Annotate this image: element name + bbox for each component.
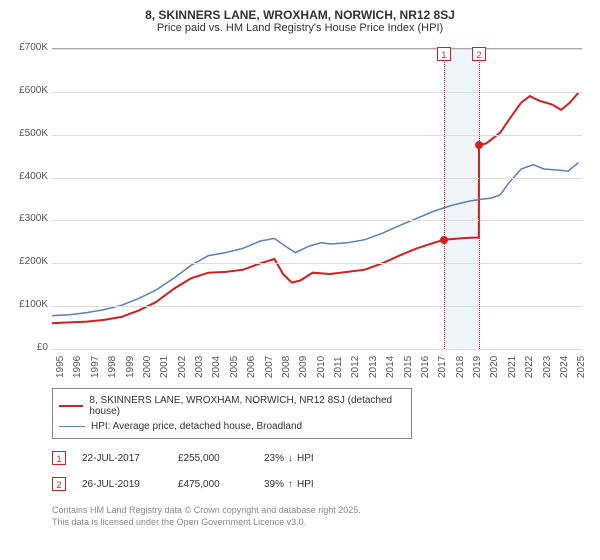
y-tick-label: £700K bbox=[8, 42, 48, 53]
x-tick-label: 2024 bbox=[559, 356, 565, 378]
sale-vs-hpi: 23% ↓ HPI bbox=[264, 453, 314, 464]
marker-line bbox=[479, 49, 480, 349]
x-tick-label: 2005 bbox=[229, 356, 235, 378]
x-tick-label: 1999 bbox=[125, 356, 131, 378]
x-tick-label: 1996 bbox=[72, 356, 78, 378]
sale-rel-pct: 39% bbox=[264, 479, 284, 490]
legend-box: 8, SKINNERS LANE, WROXHAM, NORWICH, NR12… bbox=[52, 388, 412, 439]
gridline bbox=[52, 349, 582, 350]
x-tick-label: 2002 bbox=[177, 356, 183, 378]
footer-line-2: This data is licensed under the Open Gov… bbox=[52, 517, 472, 529]
sale-marker-badge: 2 bbox=[52, 477, 66, 491]
gridline bbox=[52, 178, 582, 179]
plot-area: 12 bbox=[52, 48, 582, 348]
y-tick-label: £300K bbox=[8, 213, 48, 224]
marker-badge: 1 bbox=[437, 47, 451, 61]
x-tick-label: 2003 bbox=[194, 356, 200, 378]
x-tick-label: 2013 bbox=[368, 356, 374, 378]
chart-container: £0£100K£200K£300K£400K£500K£600K£700K 12… bbox=[8, 40, 592, 380]
sale-rel-label: HPI bbox=[297, 453, 314, 464]
chart-title: 8, SKINNERS LANE, WROXHAM, NORWICH, NR12… bbox=[8, 8, 592, 22]
legend-row: HPI: Average price, detached house, Broa… bbox=[59, 419, 405, 434]
x-tick-label: 2001 bbox=[159, 356, 165, 378]
sale-vs-hpi: 39% ↑ HPI bbox=[264, 479, 314, 490]
chart-svg bbox=[52, 49, 582, 349]
x-tick-label: 1998 bbox=[107, 356, 113, 378]
sale-date: 22-JUL-2017 bbox=[82, 453, 162, 464]
x-tick-label: 2016 bbox=[420, 356, 426, 378]
sale-marker-badge: 1 bbox=[52, 451, 66, 465]
marker-badge: 2 bbox=[472, 47, 486, 61]
series-line bbox=[52, 93, 579, 324]
legend-row: 8, SKINNERS LANE, WROXHAM, NORWICH, NR12… bbox=[59, 393, 405, 419]
legend-label-2: HPI: Average price, detached house, Broa… bbox=[91, 421, 302, 432]
x-tick-label: 2022 bbox=[524, 356, 530, 378]
x-tick-label: 2008 bbox=[281, 356, 287, 378]
legend-line-1 bbox=[59, 405, 83, 407]
sale-row: 1 22-JUL-2017 £255,000 23% ↓ HPI bbox=[52, 445, 592, 471]
y-tick-label: £600K bbox=[8, 85, 48, 96]
legend-label-1: 8, SKINNERS LANE, WROXHAM, NORWICH, NR12… bbox=[89, 395, 405, 417]
x-tick-label: 2025 bbox=[576, 356, 582, 378]
sale-date: 26-JUL-2019 bbox=[82, 479, 162, 490]
x-tick-label: 2009 bbox=[298, 356, 304, 378]
y-tick-label: £0 bbox=[8, 342, 48, 353]
x-tick-label: 2015 bbox=[403, 356, 409, 378]
gridline bbox=[52, 49, 582, 50]
sale-point bbox=[475, 141, 483, 149]
series-line bbox=[52, 163, 579, 316]
footer-line-1: Contains HM Land Registry data © Crown c… bbox=[52, 505, 472, 517]
sale-price: £475,000 bbox=[178, 479, 248, 490]
gridline bbox=[52, 220, 582, 221]
sale-point bbox=[440, 236, 448, 244]
y-tick-label: £100K bbox=[8, 299, 48, 310]
legend-line-2 bbox=[59, 426, 85, 427]
sale-price: £255,000 bbox=[178, 453, 248, 464]
x-tick-label: 2000 bbox=[142, 356, 148, 378]
x-tick-label: 2014 bbox=[385, 356, 391, 378]
gridline bbox=[52, 92, 582, 93]
x-tick-label: 2012 bbox=[350, 356, 356, 378]
sale-row: 2 26-JUL-2019 £475,000 39% ↑ HPI bbox=[52, 471, 592, 497]
x-tick-label: 2020 bbox=[489, 356, 495, 378]
x-tick-label: 2007 bbox=[264, 356, 270, 378]
x-tick-label: 2006 bbox=[246, 356, 252, 378]
chart-subtitle: Price paid vs. HM Land Registry's House … bbox=[8, 22, 592, 34]
sale-rel-label: HPI bbox=[297, 479, 314, 490]
y-tick-label: £400K bbox=[8, 171, 48, 182]
arrow-icon: ↓ bbox=[288, 453, 293, 464]
x-tick-label: 2004 bbox=[211, 356, 217, 378]
x-tick-label: 1997 bbox=[90, 356, 96, 378]
x-tick-label: 2017 bbox=[437, 356, 443, 378]
gridline bbox=[52, 135, 582, 136]
x-tick-label: 2019 bbox=[472, 356, 478, 378]
gridline bbox=[52, 306, 582, 307]
marker-line bbox=[444, 49, 445, 349]
y-tick-label: £200K bbox=[8, 256, 48, 267]
x-tick-label: 2023 bbox=[542, 356, 548, 378]
arrow-icon: ↑ bbox=[288, 479, 293, 490]
x-tick-label: 2018 bbox=[455, 356, 461, 378]
footer-attribution: Contains HM Land Registry data © Crown c… bbox=[52, 505, 472, 528]
gridline bbox=[52, 263, 582, 264]
y-tick-label: £500K bbox=[8, 128, 48, 139]
sale-rel-pct: 23% bbox=[264, 453, 284, 464]
x-tick-label: 2010 bbox=[316, 356, 322, 378]
x-tick-label: 1995 bbox=[55, 356, 61, 378]
x-tick-label: 2011 bbox=[333, 356, 339, 378]
x-tick-label: 2021 bbox=[507, 356, 513, 378]
